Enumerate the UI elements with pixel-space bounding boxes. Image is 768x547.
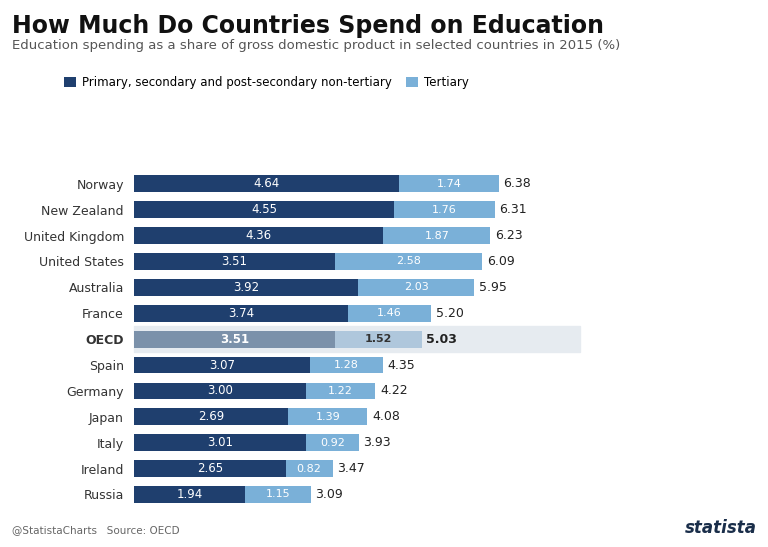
Bar [134, 305, 348, 322]
Bar [134, 279, 358, 296]
Bar [358, 279, 474, 296]
Bar [306, 434, 359, 451]
Text: 0.92: 0.92 [320, 438, 345, 447]
Text: 1.28: 1.28 [334, 360, 359, 370]
Text: 2.69: 2.69 [198, 410, 224, 423]
Text: 2.65: 2.65 [197, 462, 223, 475]
Text: 2.03: 2.03 [404, 282, 429, 292]
Text: 2.58: 2.58 [396, 257, 421, 266]
Bar [288, 409, 367, 425]
Bar [383, 227, 490, 244]
Text: 1.74: 1.74 [437, 179, 462, 189]
Text: Education spending as a share of gross domestic product in selected countries in: Education spending as a share of gross d… [12, 39, 620, 53]
Text: 3.51: 3.51 [222, 255, 247, 268]
Text: 3.92: 3.92 [233, 281, 260, 294]
Text: 1.94: 1.94 [177, 488, 203, 501]
Text: 6.23: 6.23 [495, 229, 522, 242]
Text: 1.22: 1.22 [328, 386, 353, 396]
Text: 6.38: 6.38 [503, 177, 531, 190]
Text: 3.93: 3.93 [363, 436, 391, 449]
Bar [134, 486, 245, 503]
Text: 3.51: 3.51 [220, 333, 249, 346]
Text: 3.47: 3.47 [337, 462, 365, 475]
Text: 6.31: 6.31 [499, 203, 527, 216]
Text: 3.01: 3.01 [207, 436, 233, 449]
Text: 5.20: 5.20 [436, 307, 464, 320]
Bar [399, 176, 498, 192]
Text: 1.52: 1.52 [365, 334, 392, 344]
Bar [134, 331, 335, 347]
Bar [134, 201, 394, 218]
Text: @StatistaCharts   Source: OECD: @StatistaCharts Source: OECD [12, 525, 179, 535]
Bar [335, 253, 482, 270]
Text: 1.46: 1.46 [377, 309, 402, 318]
Bar [134, 176, 399, 192]
Bar [335, 331, 422, 347]
Text: 3.09: 3.09 [316, 488, 343, 501]
Text: 1.87: 1.87 [425, 231, 449, 241]
Bar [306, 382, 376, 399]
Text: 1.39: 1.39 [316, 412, 340, 422]
Text: 5.03: 5.03 [426, 333, 457, 346]
Bar [134, 460, 286, 477]
Bar [134, 357, 310, 374]
Text: 4.64: 4.64 [253, 177, 280, 190]
Text: 5.95: 5.95 [478, 281, 507, 294]
Text: 4.08: 4.08 [372, 410, 400, 423]
Bar [348, 305, 432, 322]
Text: 4.55: 4.55 [251, 203, 277, 216]
Bar [134, 434, 306, 451]
Text: statista: statista [684, 519, 756, 537]
Bar [134, 409, 288, 425]
Text: 4.35: 4.35 [387, 358, 415, 371]
Text: 6.09: 6.09 [487, 255, 515, 268]
Text: 4.22: 4.22 [380, 385, 408, 398]
Text: 1.76: 1.76 [432, 205, 457, 214]
Bar [245, 486, 311, 503]
Bar [134, 253, 335, 270]
Bar [134, 326, 580, 352]
Bar [134, 227, 383, 244]
Text: 0.82: 0.82 [296, 464, 322, 474]
Legend: Primary, secondary and post-secondary non-tertiary, Tertiary: Primary, secondary and post-secondary no… [60, 72, 473, 94]
Text: 3.07: 3.07 [209, 358, 235, 371]
Text: 3.00: 3.00 [207, 385, 233, 398]
Text: 4.36: 4.36 [246, 229, 272, 242]
Text: 1.15: 1.15 [266, 490, 290, 499]
Bar [394, 201, 495, 218]
Text: 3.74: 3.74 [228, 307, 254, 320]
Bar [134, 382, 306, 399]
Bar [286, 460, 333, 477]
Bar [310, 357, 382, 374]
Text: How Much Do Countries Spend on Education: How Much Do Countries Spend on Education [12, 14, 604, 38]
